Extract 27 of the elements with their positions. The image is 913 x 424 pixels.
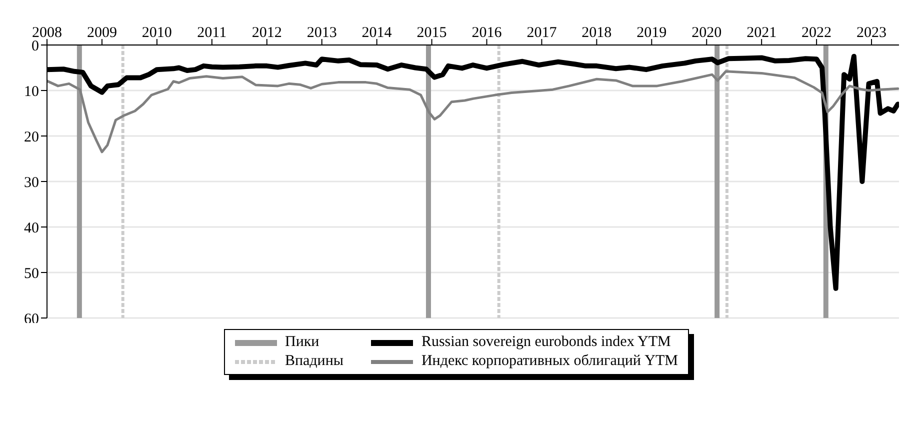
y-tick-label: 50: [24, 266, 39, 282]
x-tick-label: 2010: [142, 25, 172, 41]
y-tick-label: 40: [24, 220, 39, 236]
x-tick-label: 2021: [746, 25, 777, 41]
x-tick-label: 2018: [582, 25, 612, 41]
y-tick-label: 30: [24, 174, 39, 191]
x-tick-label: 2017: [526, 25, 558, 41]
x-tick-label: 2013: [306, 25, 337, 41]
legend-label: Впадины: [284, 353, 344, 370]
y-tick-label: 0: [32, 38, 39, 54]
x-tick-label: 2020: [692, 25, 722, 41]
x-tick-label: 2009: [86, 25, 117, 41]
y-tick-label: 20: [24, 129, 39, 146]
y-tick-label: 10: [24, 84, 39, 100]
x-tick-label: 2022: [802, 25, 832, 41]
x-tick-label: 2023: [856, 25, 887, 41]
x-tick-label: 2008: [32, 25, 62, 41]
line-series: [47, 70, 899, 154]
x-tick-label: 2014: [362, 25, 392, 41]
legend-label: Russian sovereign eurobonds index YTM: [421, 334, 671, 351]
x-tick-label: 2019: [636, 25, 667, 41]
x-tick-label: 2012: [252, 25, 282, 41]
legend-label: Индекс корпоративных облигаций YTM: [421, 353, 678, 370]
x-tick-label: 2016: [472, 25, 502, 41]
x-tick-label: 2015: [416, 25, 447, 41]
x-tick-label: 2011: [197, 25, 227, 41]
legend-label: Пики: [284, 334, 320, 351]
